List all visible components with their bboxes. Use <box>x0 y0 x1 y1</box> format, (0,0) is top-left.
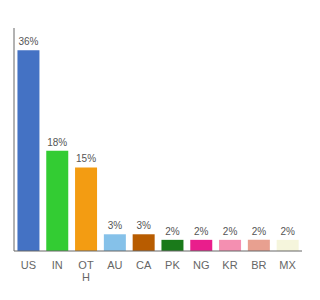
svg-text:3%: 3% <box>108 220 123 231</box>
svg-text:15%: 15% <box>76 153 96 164</box>
svg-text:NG: NG <box>193 259 210 271</box>
svg-text:3%: 3% <box>136 220 151 231</box>
svg-text:2%: 2% <box>280 226 295 237</box>
svg-text:US: US <box>21 259 36 271</box>
svg-text:PK: PK <box>165 259 180 271</box>
svg-text:BR: BR <box>251 259 266 271</box>
svg-text:IN: IN <box>52 259 63 271</box>
svg-text:OTH: OTH <box>78 259 94 283</box>
svg-text:2%: 2% <box>194 226 209 237</box>
svg-text:2%: 2% <box>252 226 267 237</box>
svg-text:AU: AU <box>107 259 122 271</box>
svg-text:CA: CA <box>136 259 152 271</box>
svg-text:2%: 2% <box>223 226 238 237</box>
svg-text:2%: 2% <box>165 226 180 237</box>
svg-text:MX: MX <box>279 259 296 271</box>
svg-text:18%: 18% <box>47 137 67 148</box>
svg-text:36%: 36% <box>18 36 38 47</box>
svg-text:KR: KR <box>222 259 237 271</box>
